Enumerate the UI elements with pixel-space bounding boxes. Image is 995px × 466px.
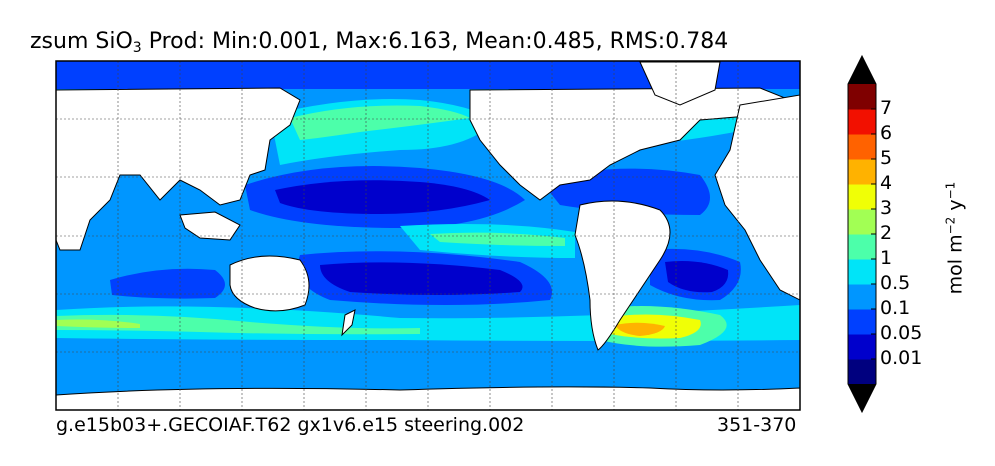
colorbar-units: mol m−2 y−1: [943, 181, 967, 295]
colorbar-segment: [848, 359, 876, 385]
greenland: [639, 61, 721, 106]
graticule: [56, 61, 800, 410]
south-america: [574, 200, 671, 351]
africa-east: [714, 94, 800, 301]
southern-ocean-yellow: [56, 319, 140, 328]
colorbar-tick-label: 2: [880, 222, 893, 244]
colorbar-tick-label: 1: [880, 247, 893, 269]
south-pacific-gyre-core: [320, 262, 523, 295]
colorbar-tick-label: 0.5: [880, 272, 911, 294]
case-name: g.e15b03+.GECOIAF.T62 gx1v6.e15 steering…: [56, 414, 525, 436]
colorbar-segment: [848, 209, 876, 235]
se-asia-islands: [179, 211, 241, 241]
new-zealand: [341, 309, 356, 337]
colorbar-segment: [848, 84, 876, 110]
colorbar-tick-label: 4: [880, 172, 893, 194]
north-pacific-gyre-core: [275, 180, 490, 214]
southern-ocean-green: [56, 314, 420, 335]
south-atlantic-gyre-core: [665, 261, 729, 293]
map-frame: [55, 60, 801, 411]
patagonian-bloom-orange: [615, 322, 665, 336]
eurasia-west: [56, 87, 301, 251]
colorbar-tick-label: 6: [880, 122, 893, 144]
colorbar-segment: [848, 184, 876, 210]
colorbar-segment: [848, 309, 876, 335]
colorbar-tick-label: 5: [880, 147, 893, 169]
plot-title: zsum SiO3 Prod: Min:0.001, Max:6.163, Me…: [30, 29, 729, 56]
colorbar-segment: [848, 109, 876, 135]
colorbar-tick-label: 3: [880, 197, 893, 219]
colorbar-over-arrow: [848, 56, 876, 84]
colorbar-under-arrow: [848, 384, 876, 412]
australia: [229, 255, 310, 312]
colorbar-segment: [848, 134, 876, 160]
colorbar-segment: [848, 259, 876, 285]
colorbar-segment: [848, 284, 876, 310]
north-pacific-green: [290, 105, 470, 140]
year-range: 351-370: [717, 414, 797, 436]
equatorial-pacific-green: [430, 232, 565, 246]
colorbar-tick-label: 7: [880, 97, 893, 119]
indian-gyre: [110, 268, 225, 299]
colorbar-frame: [847, 54, 877, 414]
colorbar-segment: [848, 234, 876, 260]
colorbar-tick-label: 0.01: [880, 347, 923, 369]
colorbar-tick-label: 0.05: [880, 322, 923, 344]
colorbar-segment: [848, 334, 876, 360]
colorbar-tick-label: 0.1: [880, 297, 911, 319]
colorbar-segment: [848, 159, 876, 185]
